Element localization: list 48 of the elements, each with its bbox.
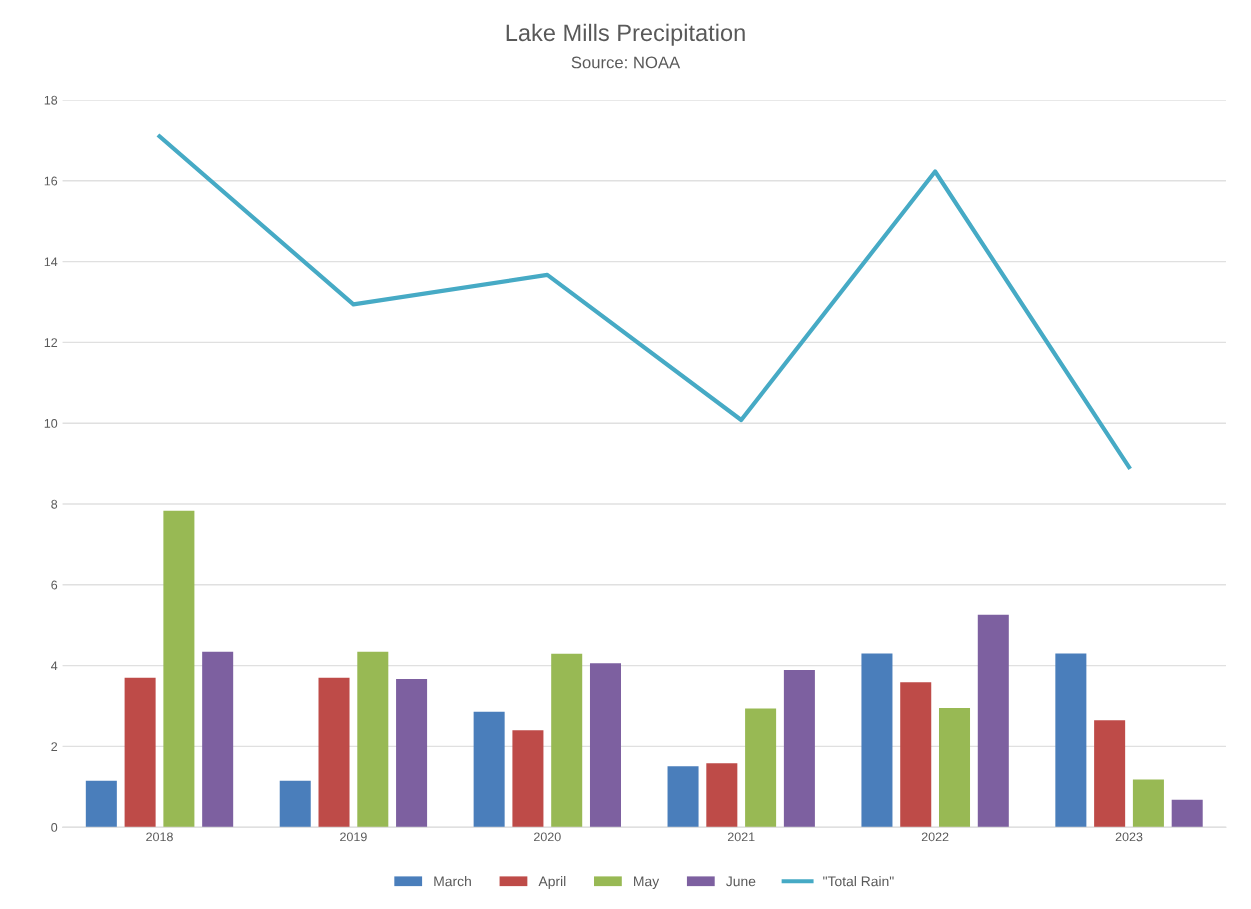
legend-label: June: [726, 876, 756, 887]
x-tick-label: 2018: [146, 832, 173, 842]
chart-title: Lake Mills Precipitation: [506, 23, 745, 46]
bar: [551, 653, 583, 828]
legend-label: April: [538, 876, 566, 889]
bar: [512, 730, 544, 828]
bar: [1132, 779, 1164, 828]
bar: [396, 678, 428, 828]
y-tick-label: 16: [44, 176, 58, 186]
y-tick-label: 14: [44, 257, 58, 267]
x-tick-label: 2023: [1115, 832, 1143, 842]
bar: [783, 670, 815, 828]
bar: [163, 510, 195, 828]
bar: [977, 614, 1009, 828]
y-tick-label: 10: [44, 418, 58, 428]
y-tick-label: 18: [44, 95, 58, 105]
bar: [318, 677, 350, 828]
bar: [85, 780, 117, 828]
bar: [706, 763, 738, 828]
y-tick-label: 0: [51, 822, 58, 832]
bar: [900, 682, 932, 828]
bar: [589, 663, 621, 828]
x-tick-label: 2020: [534, 832, 561, 842]
bar: [1171, 799, 1203, 828]
y-tick-label: 2: [51, 742, 58, 751]
bar: [745, 708, 777, 828]
bar: [861, 653, 893, 828]
bar: [1094, 720, 1126, 828]
bar: [667, 766, 699, 828]
bar: [473, 711, 505, 828]
y-tick-label: 4: [51, 661, 58, 671]
bar: [202, 651, 234, 828]
x-tick-label: 2021: [727, 832, 755, 842]
bar: [1055, 653, 1087, 828]
bar: [279, 780, 311, 828]
legend-label: March: [434, 876, 471, 887]
bar: [124, 677, 156, 828]
legend-label: May: [634, 876, 660, 889]
chart-subtitle: Source: NOAA: [571, 56, 681, 69]
bar: [357, 651, 389, 828]
y-tick-label: 12: [44, 338, 58, 347]
legend-label: "Total Rain": [823, 876, 894, 887]
x-tick-label: 2019: [340, 832, 367, 842]
y-tick-label: 6: [51, 580, 58, 590]
y-tick-label: 8: [51, 499, 58, 509]
line-series: [157, 134, 1132, 470]
x-tick-label: 2022: [921, 832, 949, 842]
bar: [939, 708, 971, 828]
